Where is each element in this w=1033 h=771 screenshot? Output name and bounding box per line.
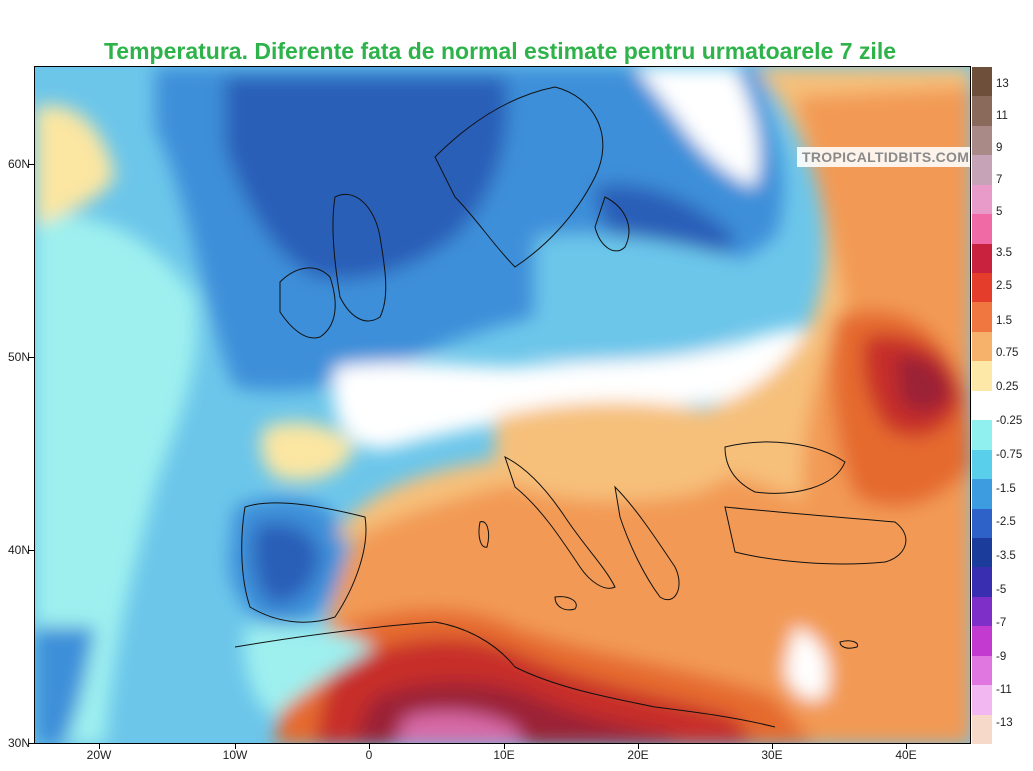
lat-label-40n: 40N [7,543,30,557]
colorbar-label: -0.75 [996,449,1023,461]
lat-tick [28,164,34,165]
colorbar-label: -11 [996,684,1012,696]
colorbar-swatch [972,361,992,392]
colorbar-swatch [972,479,992,509]
lat-label-30n: 30N [7,736,30,750]
source-watermark: TROPICALTIDBITS.COM [797,147,970,167]
colorbar-swatch [972,243,992,274]
lon-tick [772,744,773,749]
colorbar-swatch [972,626,992,657]
colorbar-swatch [972,273,992,303]
colorbar-swatch [972,420,992,451]
colorbar-label: -5 [996,584,1007,596]
lon-label-40e: 40E [895,748,917,762]
colorbar-label: -13 [996,717,1013,729]
lon-label-10w: 10W [222,748,248,762]
colorbar-label: 3.5 [996,247,1012,259]
lat-label-60n: 60N [7,157,30,171]
colorbar-swatch [972,155,992,186]
colorbar-label: -7 [996,617,1007,629]
colorbar-swatch [972,331,992,362]
colorbar-swatch [972,596,992,627]
lon-tick [99,744,100,749]
colorbar-label: -2.5 [996,516,1016,528]
colorbar-swatch [972,96,992,127]
colorbar-label: -3.5 [996,550,1016,562]
colorbar-swatch [972,67,992,97]
colorbar-label: 5 [996,206,1003,218]
colorbar-label: 2.5 [996,280,1012,292]
colorbar-swatch [972,302,992,333]
colorbar-swatch [972,655,992,686]
colorbar-swatch [972,714,992,745]
colorbar-label: 0.25 [996,381,1019,393]
colorbar-swatch [972,125,992,156]
map-canvas [35,67,970,743]
lon-tick [638,744,639,749]
temperature-anomaly-map: TROPICALTIDBITS.COM [34,66,971,744]
colorbar [972,67,992,745]
lon-label-20e: 20E [627,748,649,762]
colorbar-swatch [972,390,992,421]
lat-label-50n: 50N [7,350,30,364]
lon-label-0: 0 [365,748,373,762]
lon-tick [369,744,370,749]
lat-tick [28,550,34,551]
colorbar-label: -1.5 [996,483,1016,495]
coastlines [234,86,907,728]
colorbar-label: 11 [996,110,1008,122]
colorbar-swatch [972,449,992,480]
lon-tick [906,744,907,749]
colorbar-swatch [972,537,992,568]
map-title: Temperatura. Diferente fata de normal es… [103,38,897,64]
lon-label-10e: 10E [493,748,515,762]
lon-label-20w: 20W [86,748,112,762]
lon-tick [504,744,505,749]
colorbar-label: -0.25 [996,415,1023,427]
colorbar-label: 9 [996,142,1003,154]
colorbar-swatch [972,184,992,215]
colorbar-swatch [972,567,992,598]
colorbar-swatch [972,685,992,716]
colorbar-swatch [972,214,992,245]
lon-tick [235,744,236,749]
colorbar-label: 0.75 [996,347,1019,359]
colorbar-label: -9 [996,651,1007,663]
colorbar-label: 7 [996,174,1003,186]
colorbar-label: 13 [996,78,1009,90]
lat-tick [28,357,34,358]
lat-tick [28,743,34,744]
colorbar-label: 1.5 [996,315,1012,327]
lon-label-30e: 30E [761,748,783,762]
colorbar-swatch [972,508,992,539]
